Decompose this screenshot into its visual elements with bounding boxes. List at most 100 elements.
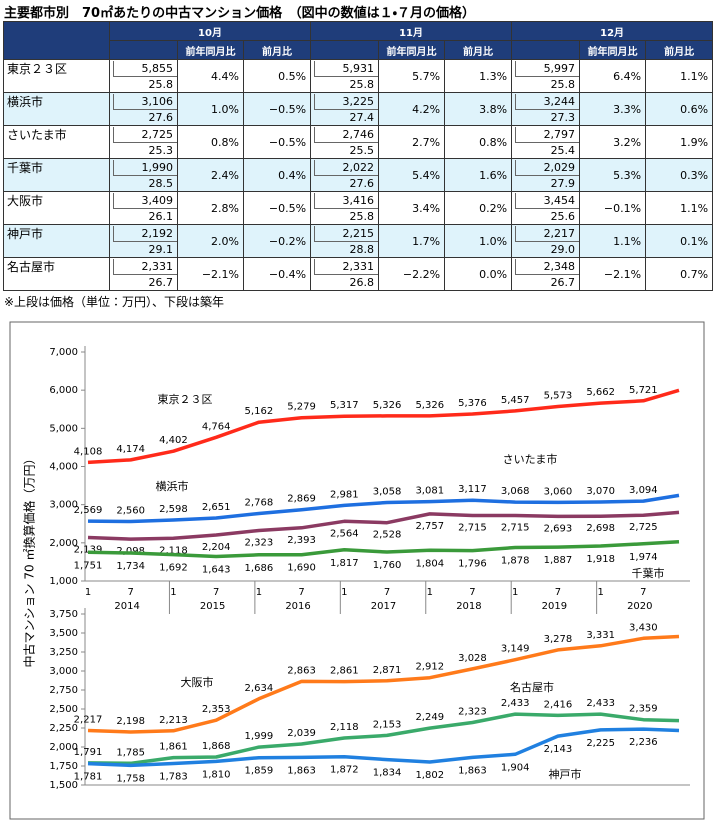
price-cell: 3,409 26.1: [109, 191, 178, 225]
yoy-change: −2.2%: [378, 257, 446, 291]
building-age: 27.9: [550, 176, 576, 190]
data-label: 2,198: [116, 716, 145, 727]
mom-change: −0.2%: [242, 224, 312, 258]
series-name: 大阪市: [181, 675, 214, 689]
data-label: 2,393: [287, 535, 316, 546]
price: 3,416: [314, 192, 379, 209]
table-row: 東京２３区 5,855 25.8 4.4% 0.5% 5,931 25.8 5.7% 1.3% 5…: [3, 59, 714, 93]
data-label: 2,634: [245, 683, 274, 694]
yoy-change: −2.1%: [579, 257, 647, 291]
y-tick-label: 5,000: [49, 423, 78, 434]
x-tick-label: 1: [256, 587, 262, 598]
yoy-change: 0.8%: [177, 125, 244, 159]
yoy-change: 2.8%: [177, 191, 244, 225]
data-label: 2,098: [116, 546, 145, 557]
series-name: さいたま市: [503, 453, 558, 466]
data-label: 2,861: [330, 666, 359, 677]
data-label: 2,433: [501, 698, 530, 709]
price: 2,348: [515, 258, 580, 275]
x-tick-label: 7: [469, 587, 475, 598]
y-tick-label: 1,500: [49, 780, 78, 791]
y-tick-label: 3,000: [49, 666, 78, 677]
data-label: 5,573: [544, 390, 573, 401]
data-label: 1,918: [586, 554, 615, 565]
x-tick-label: 7: [384, 587, 390, 598]
mom-change: −0.5%: [242, 92, 312, 126]
data-label: 2,768: [245, 498, 274, 509]
table-row: 神戸市 2,192 29.1 2.0% −0.2% 2,215 28.8 1.7% 1.0% 2,…: [3, 224, 714, 258]
series-line: [87, 510, 680, 541]
yoy-change: 5.7%: [378, 59, 446, 93]
series-line: [87, 388, 680, 465]
building-age: 25.8: [148, 77, 174, 91]
x-group-label: 2016: [285, 601, 310, 612]
data-label: 3,081: [415, 486, 444, 497]
data-label: 2,569: [74, 505, 103, 516]
mom-change: 1.9%: [645, 125, 714, 159]
data-label: 5,326: [373, 400, 402, 411]
x-tick-label: 1: [512, 587, 518, 598]
building-age: 27.6: [349, 176, 375, 190]
month-header: 10月: [108, 21, 312, 41]
y-tick-label: 1,000: [49, 576, 78, 587]
subheader: 前年同月比: [177, 40, 244, 60]
building-age: 25.8: [349, 77, 375, 91]
y-tick-label: 2,500: [49, 704, 78, 715]
data-label: 2,213: [159, 715, 188, 726]
mom-change: 1.1%: [645, 191, 714, 225]
price-cell: 2,029 27.9: [511, 158, 581, 192]
price: 2,022: [314, 159, 379, 176]
price: 2,331: [314, 258, 379, 275]
page-title: 主要都市別 70㎡あたりの中古マンション価格 （図中の数値は１・７月の価格）: [4, 6, 476, 21]
data-label: 1,863: [458, 765, 487, 776]
data-label: 1,758: [116, 773, 145, 784]
data-label: 1,868: [202, 741, 231, 752]
data-label: 2,204: [202, 542, 231, 553]
data-label: 1,999: [245, 731, 274, 742]
chart-frame: [9, 321, 705, 820]
data-label: 2,871: [373, 665, 402, 676]
data-label: 3,070: [586, 486, 615, 497]
data-label: 1,872: [330, 765, 359, 776]
data-label: 1,734: [116, 561, 145, 572]
y-axis-label: 中古マンション 70 ㎡換算価格（万円）: [22, 453, 37, 668]
y-tick-label: 3,500: [49, 628, 78, 639]
price-cell: 2,215 28.8: [310, 224, 380, 258]
series-line: [87, 493, 680, 524]
data-label: 1,817: [330, 558, 359, 569]
subheader-row: 前年同月比 前月比 前年同月比 前月比 前年同月比 前月比: [4, 40, 714, 60]
data-label: 1,760: [373, 560, 402, 571]
data-label: 5,721: [629, 385, 658, 396]
table-row: さいたま市 2,725 25.3 0.8% −0.5% 2,746 25.5 2.7% 0.8%…: [3, 125, 714, 159]
y-tick-label: 2,000: [49, 742, 78, 753]
x-group-label: 2020: [627, 601, 652, 612]
data-label: 2,869: [287, 494, 316, 505]
price-cell: 1,990 28.5: [109, 158, 178, 192]
data-label: 2,981: [330, 489, 359, 500]
header-row: 10月 11月 12月: [3, 21, 714, 60]
building-age: 25.8: [349, 209, 375, 223]
y-tick-label: 7,000: [49, 347, 78, 358]
series-name: 神戸市: [549, 767, 582, 781]
x-tick-label: 7: [298, 587, 304, 598]
data-label: 1,802: [415, 770, 444, 781]
mom-change: 0.4%: [242, 158, 312, 192]
subheader: 前月比: [645, 40, 714, 60]
x-group-label: 2018: [456, 601, 481, 612]
price: 2,215: [314, 225, 379, 242]
subheader: 前年同月比: [378, 40, 446, 60]
price-cell: 2,192 29.1: [109, 224, 178, 258]
data-label: 2,236: [629, 737, 658, 748]
y-tick-label: 3,750: [49, 609, 78, 620]
table-row: 大阪市 3,409 26.1 2.8% −0.5% 3,416 25.8 3.4% 0.2% 3,…: [3, 191, 714, 225]
price-cell: 2,797 25.4: [511, 125, 581, 159]
data-label: 4,108: [74, 446, 103, 457]
data-label: 2,698: [586, 523, 615, 534]
city-cell: さいたま市: [3, 125, 110, 159]
data-label: 2,715: [501, 523, 530, 534]
data-label: 2,323: [245, 538, 274, 549]
data-label: 2,725: [629, 522, 658, 533]
y-tick-label: 3,250: [49, 647, 78, 658]
